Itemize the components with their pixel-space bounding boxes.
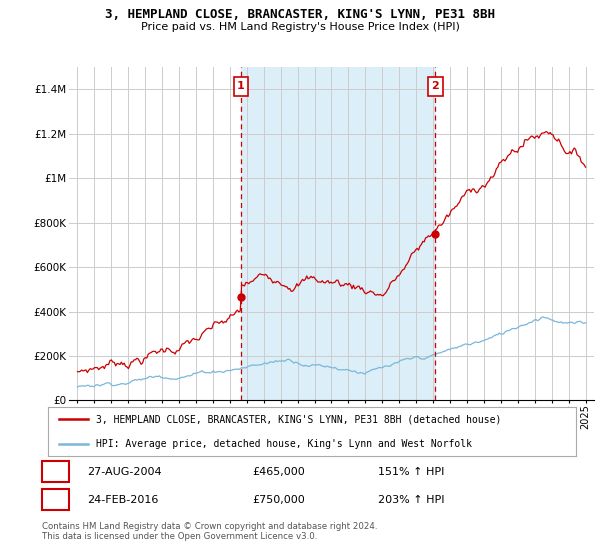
Text: 2: 2 xyxy=(52,493,59,506)
FancyBboxPatch shape xyxy=(428,77,443,96)
Bar xyxy=(241,67,436,400)
Text: 1: 1 xyxy=(237,81,245,91)
Text: £750,000: £750,000 xyxy=(252,494,305,505)
Text: HPI: Average price, detached house, King's Lynn and West Norfolk: HPI: Average price, detached house, King… xyxy=(95,439,472,449)
Text: 3, HEMPLAND CLOSE, BRANCASTER, KING'S LYNN, PE31 8BH: 3, HEMPLAND CLOSE, BRANCASTER, KING'S LY… xyxy=(105,8,495,21)
Text: 3, HEMPLAND CLOSE, BRANCASTER, KING'S LYNN, PE31 8BH (detached house): 3, HEMPLAND CLOSE, BRANCASTER, KING'S LY… xyxy=(95,414,501,424)
Text: 151% ↑ HPI: 151% ↑ HPI xyxy=(378,466,445,477)
Text: 203% ↑ HPI: 203% ↑ HPI xyxy=(378,494,445,505)
Text: 24-FEB-2016: 24-FEB-2016 xyxy=(87,494,158,505)
Text: £465,000: £465,000 xyxy=(252,466,305,477)
Text: Contains HM Land Registry data © Crown copyright and database right 2024.
This d: Contains HM Land Registry data © Crown c… xyxy=(42,522,377,542)
Text: 1: 1 xyxy=(52,465,59,478)
Text: 2: 2 xyxy=(431,81,439,91)
Text: 27-AUG-2004: 27-AUG-2004 xyxy=(87,466,161,477)
Text: Price paid vs. HM Land Registry's House Price Index (HPI): Price paid vs. HM Land Registry's House … xyxy=(140,22,460,32)
FancyBboxPatch shape xyxy=(233,77,248,96)
